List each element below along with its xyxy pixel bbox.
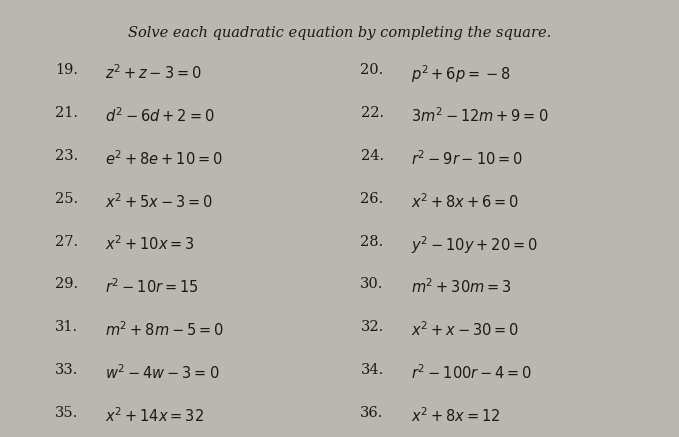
Text: $x^2+8x+6=0$: $x^2+8x+6=0$ [411,192,519,211]
Text: $m^2+8m-5=0$: $m^2+8m-5=0$ [105,320,224,339]
Text: 24.: 24. [361,149,384,163]
Text: 22.: 22. [361,106,384,120]
Text: $x^2+14x=32$: $x^2+14x=32$ [105,406,204,425]
Text: $x^2+8x=12$: $x^2+8x=12$ [411,406,500,425]
Text: $3m^2-12m+9=0$: $3m^2-12m+9=0$ [411,106,548,125]
Text: $p^2+6p=-8$: $p^2+6p=-8$ [411,63,511,85]
Text: 34.: 34. [361,363,384,377]
Text: $e^2+8e+10=0$: $e^2+8e+10=0$ [105,149,223,168]
Text: 32.: 32. [361,320,384,334]
Text: $m^2+30m=3$: $m^2+30m=3$ [411,277,511,296]
Text: 30.: 30. [361,277,384,291]
Text: $r^2-9r-10=0$: $r^2-9r-10=0$ [411,149,523,168]
Text: 33.: 33. [55,363,78,377]
Text: $r^2-100r-4=0$: $r^2-100r-4=0$ [411,363,532,382]
Text: $y^2-10y+20=0$: $y^2-10y+20=0$ [411,235,538,257]
Text: 27.: 27. [55,235,78,249]
Text: 29.: 29. [55,277,78,291]
Text: 21.: 21. [55,106,78,120]
Text: 36.: 36. [361,406,384,420]
Text: $x^2+10x=3$: $x^2+10x=3$ [105,235,195,253]
Text: 35.: 35. [55,406,78,420]
Text: Solve each quadratic equation by completing the square.: Solve each quadratic equation by complet… [128,26,551,40]
Text: 31.: 31. [55,320,78,334]
Text: 20.: 20. [361,63,384,77]
Text: $d^2-6d+2=0$: $d^2-6d+2=0$ [105,106,215,125]
Text: 25.: 25. [55,192,78,206]
Text: $x^2+x-30=0$: $x^2+x-30=0$ [411,320,519,339]
Text: 26.: 26. [361,192,384,206]
Text: $z^2+z-3=0$: $z^2+z-3=0$ [105,63,202,82]
Text: $x^2+5x-3=0$: $x^2+5x-3=0$ [105,192,213,211]
Text: $w^2-4w-3=0$: $w^2-4w-3=0$ [105,363,220,382]
Text: 28.: 28. [361,235,384,249]
Text: 23.: 23. [55,149,78,163]
Text: $r^2-10r=15$: $r^2-10r=15$ [105,277,199,296]
Text: 19.: 19. [55,63,78,77]
